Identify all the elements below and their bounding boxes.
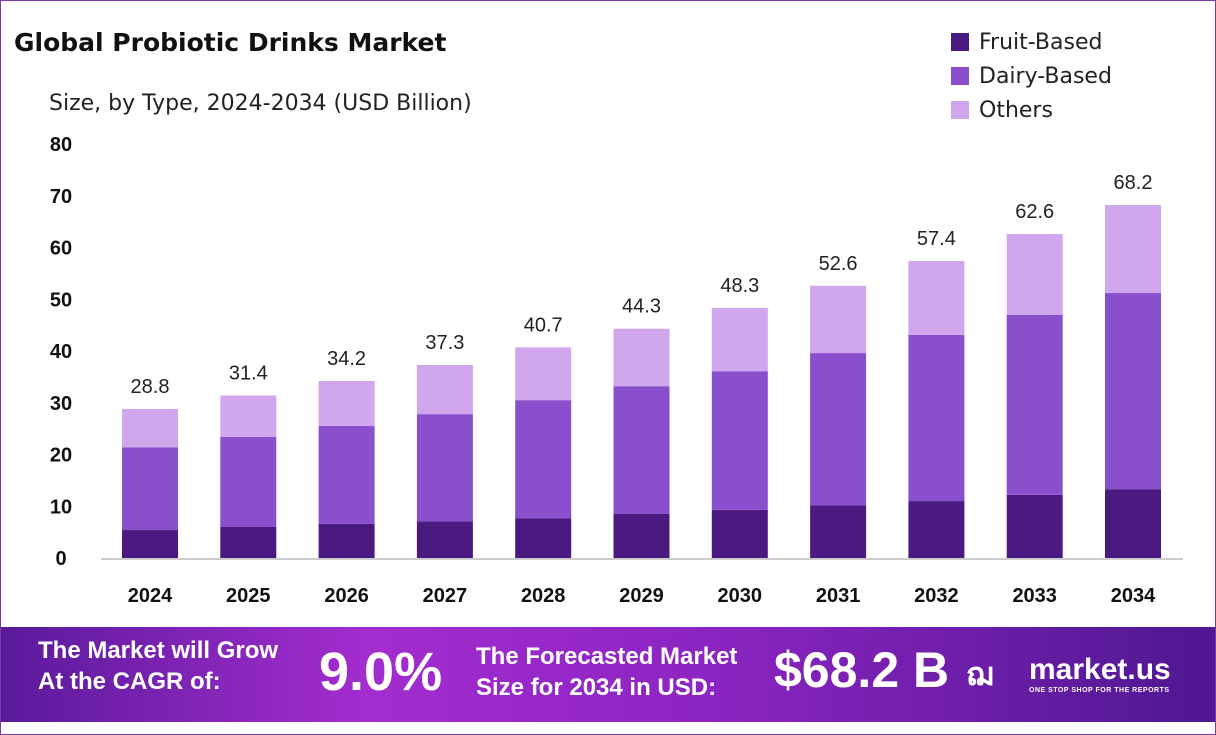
total-data-label: 37.3: [425, 332, 464, 354]
x-tick-label: 2030: [718, 585, 763, 607]
total-data-label: 68.2: [1114, 172, 1153, 194]
legend-swatch: [951, 33, 969, 51]
forecast-label-line2: Size for 2034 in USD:: [476, 674, 717, 701]
x-tick-label: 2026: [324, 585, 369, 607]
x-tick-label: 2031: [816, 585, 861, 607]
x-tick-label: 2028: [521, 585, 566, 607]
bar-segment-dairy-based: [515, 400, 572, 519]
bar-segment-dairy-based: [908, 334, 965, 502]
cagr-label: The Market will Grow At the CAGR of:: [38, 635, 278, 697]
legend-label: Fruit-Based: [979, 29, 1103, 55]
bar-segment-others: [318, 381, 375, 427]
logo-tagline: ONE STOP SHOP FOR THE REPORTS: [1029, 687, 1170, 694]
cagr-label-line1: The Market will Grow: [38, 637, 279, 664]
bar-segment-fruit-based: [908, 501, 965, 558]
bar-segment-dairy-based: [1006, 314, 1063, 495]
y-tick-label: 10: [50, 496, 72, 518]
total-data-label: 52.6: [819, 253, 858, 275]
bar-segment-others: [711, 308, 768, 372]
y-tick-label: 60: [50, 238, 72, 260]
legend-item: Others: [951, 93, 1112, 127]
bar-chart: 0102030405060708028.8202431.4202534.2202…: [50, 134, 1183, 607]
y-tick-label: 30: [50, 393, 72, 415]
forecast-value: $68.2 B: [774, 642, 950, 698]
bar-segment-others: [908, 260, 965, 335]
y-tick-label: 80: [50, 134, 72, 156]
legend-label: Dairy-Based: [979, 63, 1112, 89]
legend-label: Others: [979, 97, 1053, 123]
bar-segment-dairy-based: [711, 371, 768, 510]
forecast-label-line1: The Forecasted Market: [476, 643, 738, 670]
bar-segment-fruit-based: [810, 505, 867, 558]
total-data-label: 57.4: [917, 228, 956, 250]
x-tick-label: 2024: [128, 585, 173, 607]
legend-item: Dairy-Based: [951, 59, 1112, 93]
bar-segment-fruit-based: [1006, 494, 1063, 558]
bar-segment-others: [1105, 205, 1161, 294]
total-data-label: 44.3: [622, 296, 661, 318]
logo-text: market.us: [1029, 653, 1171, 686]
bar-segment-others: [515, 347, 572, 401]
summary-banner: The Market will Grow At the CAGR of: 9.0%…: [1, 627, 1215, 722]
legend-item: Fruit-Based: [951, 25, 1112, 59]
y-tick-label: 20: [50, 445, 72, 467]
bar-segment-dairy-based: [220, 436, 277, 527]
legend: Fruit-Based Dairy-Based Others: [951, 25, 1112, 127]
legend-swatch: [951, 67, 969, 85]
x-tick-label: 2029: [619, 585, 664, 607]
bar-segment-dairy-based: [416, 414, 473, 522]
bar-segment-others: [416, 364, 473, 415]
bar-segment-others: [220, 395, 277, 437]
total-data-label: 28.8: [131, 376, 170, 398]
forecast-label: The Forecasted Market Size for 2034 in US…: [476, 641, 737, 703]
x-tick-label: 2034: [1111, 585, 1156, 607]
bar-segment-fruit-based: [416, 521, 473, 558]
bar-segment-fruit-based: [515, 518, 572, 558]
bar-segment-fruit-based: [613, 514, 670, 558]
chart-subtitle: Size, by Type, 2024-2034 (USD Billion): [49, 91, 472, 116]
bar-segment-dairy-based: [613, 386, 670, 515]
x-tick-label: 2032: [914, 585, 959, 607]
bar-segment-fruit-based: [318, 523, 375, 558]
cagr-value: 9.0%: [319, 642, 443, 702]
bar-segment-fruit-based: [1105, 489, 1161, 558]
bar-segment-others: [1006, 234, 1063, 315]
total-data-label: 31.4: [229, 363, 268, 385]
bar-segment-dairy-based: [810, 353, 867, 506]
bar-segment-dairy-based: [122, 447, 178, 531]
bar-segment-others: [122, 408, 178, 448]
x-tick-label: 2027: [423, 585, 468, 607]
cagr-label-line2: At the CAGR of:: [38, 668, 221, 695]
bar-segment-fruit-based: [122, 530, 178, 558]
total-data-label: 34.2: [327, 348, 366, 370]
bar-segment-dairy-based: [1105, 293, 1161, 490]
legend-swatch: [951, 101, 969, 119]
bar-segment-fruit-based: [220, 526, 277, 558]
x-tick-label: 2033: [1012, 585, 1057, 607]
bar-segment-others: [810, 285, 867, 354]
total-data-label: 62.6: [1015, 201, 1054, 223]
total-data-label: 40.7: [524, 314, 563, 336]
x-tick-label: 2025: [226, 585, 271, 607]
y-tick-label: 70: [50, 186, 72, 208]
chart-title: Global Probiotic Drinks Market: [14, 28, 447, 57]
bar-segment-dairy-based: [318, 426, 375, 524]
y-tick-label: 40: [50, 341, 72, 363]
y-tick-label: 0: [55, 548, 66, 570]
bar-segment-fruit-based: [711, 509, 768, 558]
bar-segment-others: [613, 328, 670, 387]
total-data-label: 48.3: [720, 275, 759, 297]
y-tick-label: 50: [50, 289, 72, 311]
logo-icon: ฌ: [966, 656, 994, 692]
